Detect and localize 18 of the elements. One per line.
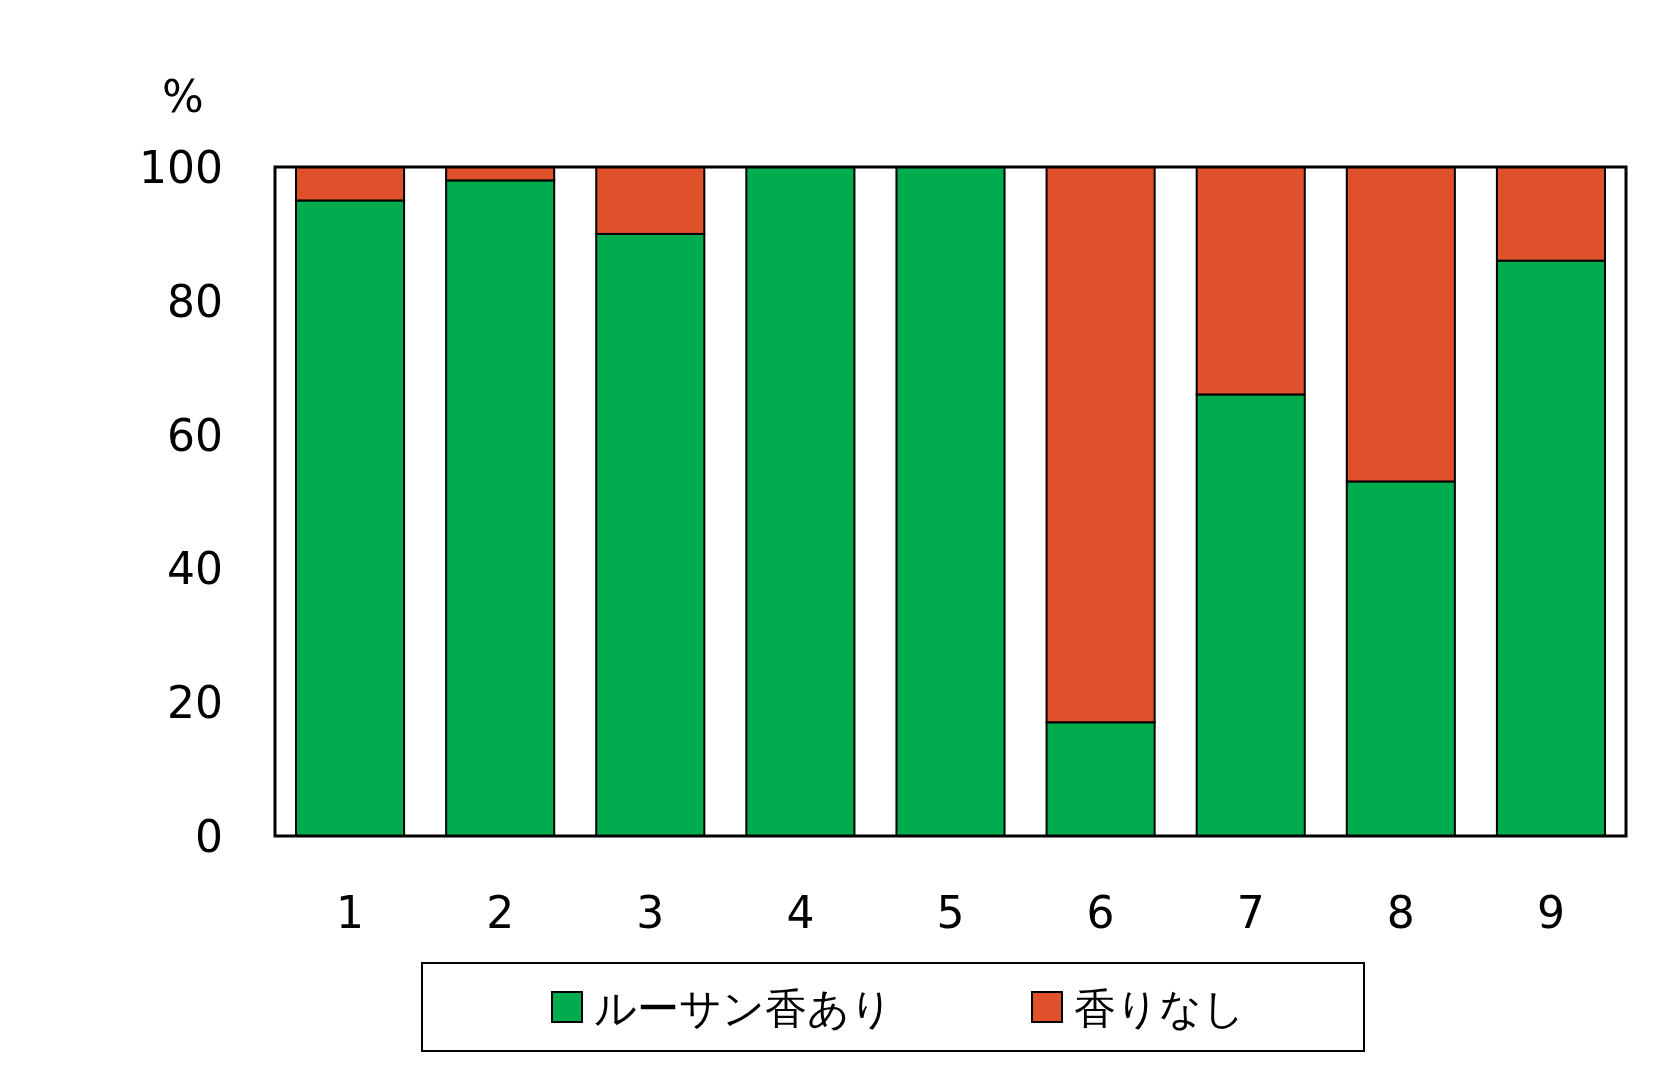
- x-tick-label: 1: [336, 887, 365, 938]
- x-tick-label: 9: [1536, 887, 1565, 938]
- x-tick-label: 3: [636, 887, 665, 938]
- legend-label: ルーサン香あり: [594, 984, 893, 1033]
- y-tick-label: 20: [167, 677, 223, 729]
- y-tick-label: 60: [167, 409, 223, 461]
- x-tick-label: 4: [786, 887, 815, 938]
- x-tick-label: 7: [1236, 887, 1265, 938]
- y-tick-label: 40: [167, 543, 223, 595]
- x-tick-label: 5: [936, 887, 965, 938]
- y-axis-title: %: [162, 71, 204, 122]
- y-tick-label: 100: [139, 142, 223, 193]
- y-tick-label: 0: [195, 811, 223, 862]
- x-tick-label: 6: [1086, 887, 1115, 938]
- legend-label: 香りなし: [1074, 984, 1245, 1033]
- x-tick-label: 2: [486, 887, 515, 938]
- x-tick-label: 8: [1386, 887, 1415, 938]
- y-tick-label: 80: [167, 275, 223, 327]
